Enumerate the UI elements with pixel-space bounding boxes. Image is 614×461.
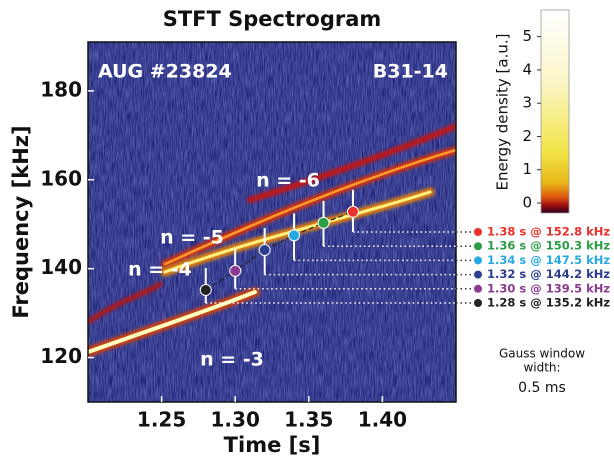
- label-dot: [474, 284, 482, 293]
- colorbar-tick-label: 2: [522, 127, 532, 145]
- colorbar-tick-label: 0: [522, 194, 532, 212]
- point: [258, 244, 271, 256]
- point: [288, 229, 301, 242]
- label-dot: [474, 270, 482, 279]
- x-axis-label: Time [s]: [224, 433, 321, 457]
- colorbar-tick-label: 1: [522, 160, 532, 178]
- label-dot: [474, 228, 482, 236]
- x-tick-label: 1.40: [358, 408, 407, 432]
- point: [346, 205, 359, 218]
- point-label: 1.38 s @ 152.8 kHz: [487, 225, 610, 239]
- annotation: B31-14: [373, 61, 448, 83]
- point-label: 1.36 s @ 150.3 kHz: [487, 239, 610, 253]
- point-label: 1.32 s @ 144.2 kHz: [487, 267, 610, 281]
- y-tick-label: 120: [40, 344, 82, 368]
- ridges: [88, 123, 456, 357]
- note: 0.5 ms: [518, 380, 566, 396]
- point-label: 1.28 s @ 135.2 kHz: [487, 296, 610, 310]
- plot-frame: [87, 41, 457, 403]
- annotation: n = -3: [200, 349, 264, 371]
- label-dot: [474, 256, 482, 265]
- colorbar-tick-label: 5: [522, 27, 532, 45]
- annotation: n = -4: [128, 259, 192, 281]
- colorbar: [540, 9, 570, 214]
- y-tick-label: 180: [40, 77, 82, 101]
- label-dot: [474, 242, 482, 251]
- note: width:: [523, 361, 560, 375]
- point: [229, 264, 242, 277]
- annotation: AUG #23824: [98, 61, 232, 83]
- annotation: n = -6: [256, 170, 320, 192]
- x-tick-label: 1.35: [284, 408, 333, 432]
- colorbar-tick-label: 3: [522, 94, 532, 112]
- point: [199, 284, 212, 296]
- label-dot: [474, 299, 482, 307]
- note: Gauss window: [499, 347, 585, 361]
- x-tick-label: 1.25: [137, 408, 186, 432]
- annotation: n = -5: [160, 227, 224, 249]
- point-label: 1.34 s @ 147.5 kHz: [487, 253, 610, 267]
- point-label: 1.30 s @ 139.5 kHz: [487, 281, 610, 295]
- x-tick-label: 1.30: [211, 408, 260, 432]
- colorbar-label: Energy density [a.u.]: [494, 34, 512, 191]
- y-tick-label: 140: [40, 255, 82, 279]
- colorbar-tick-label: 4: [522, 60, 532, 78]
- chart-title: STFT Spectrogram: [163, 7, 382, 31]
- point: [317, 216, 330, 229]
- noise: [88, 42, 456, 402]
- y-axis-label: Frequency [kHz]: [9, 125, 33, 318]
- y-tick-label: 160: [40, 166, 82, 190]
